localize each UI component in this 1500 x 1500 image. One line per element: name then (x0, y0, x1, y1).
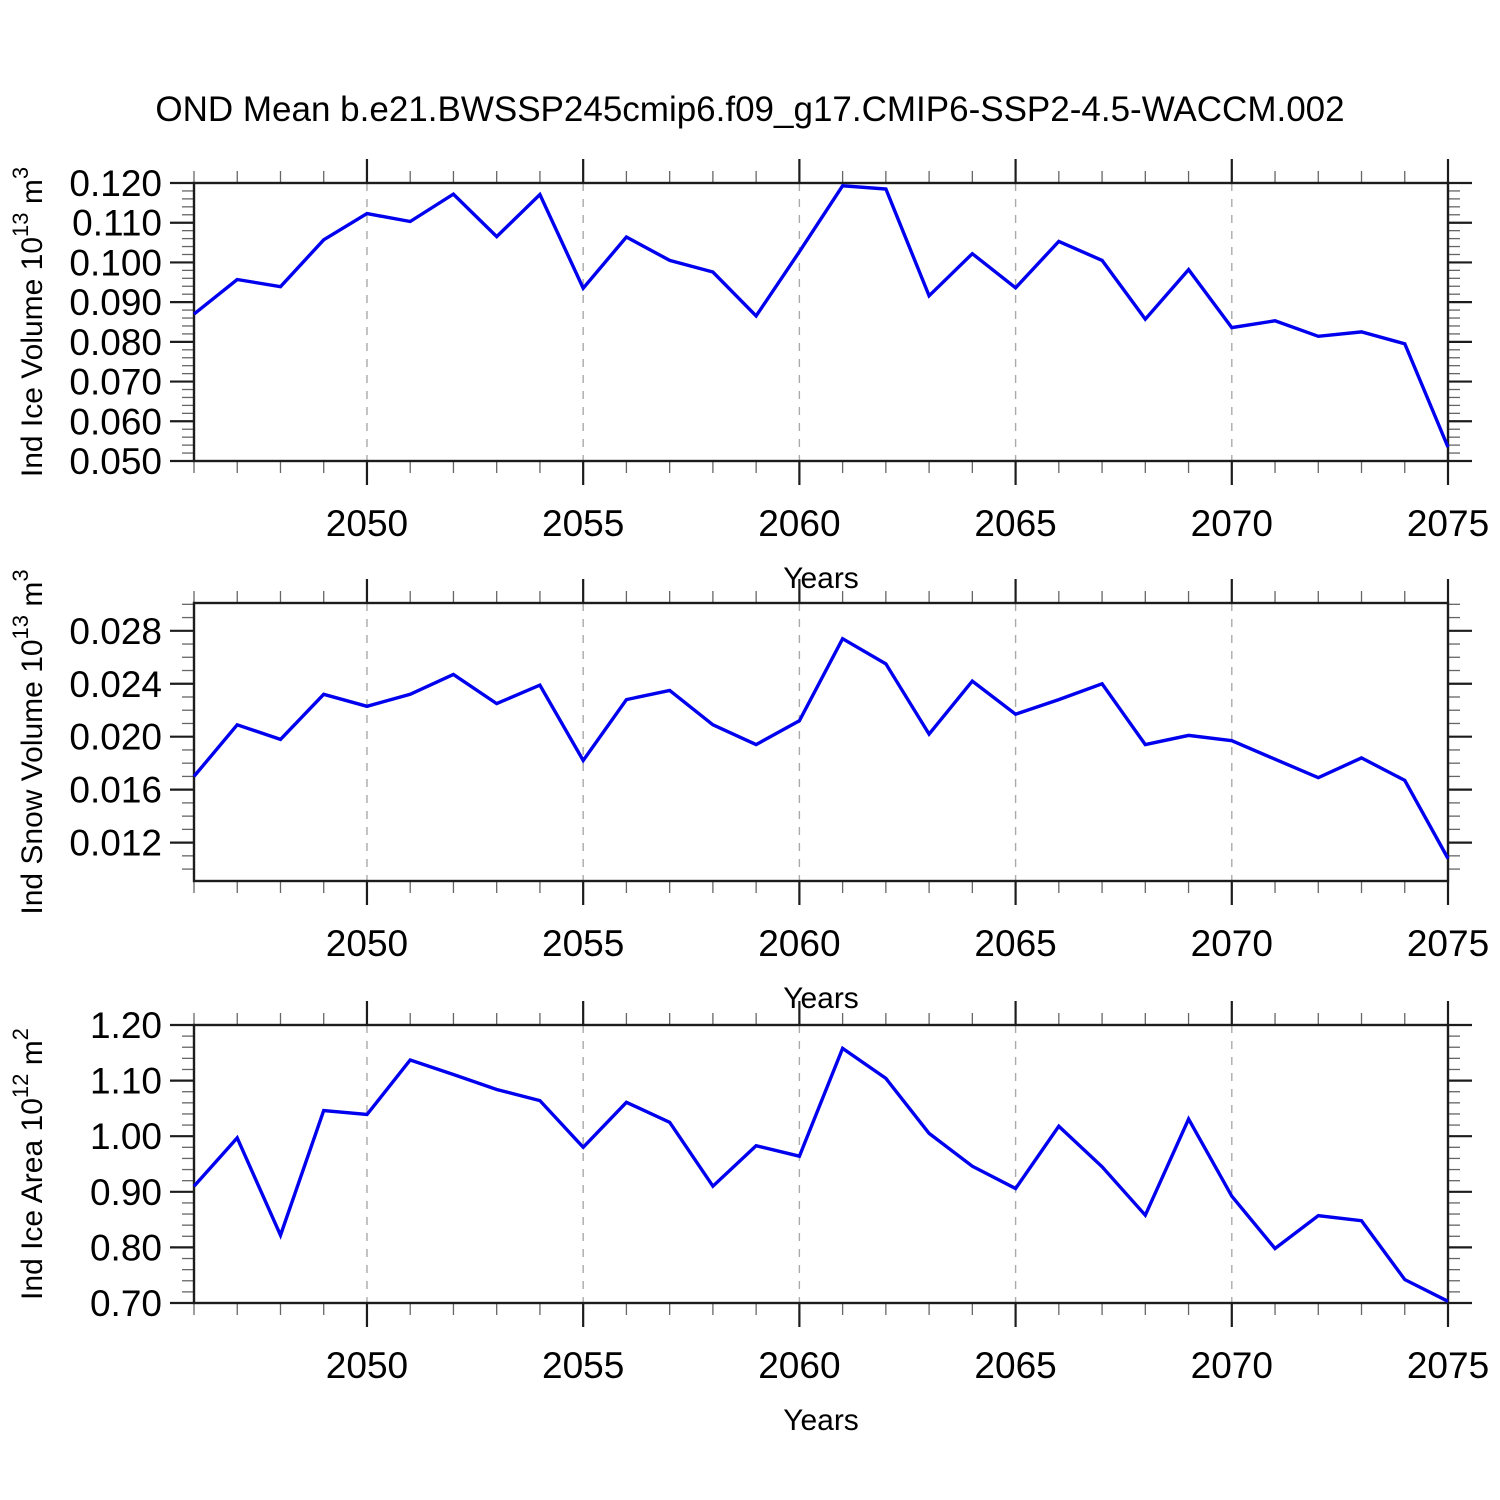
ice-volume-xtick-label: 2050 (326, 503, 408, 544)
ice-volume-ytick-label: 0.110 (72, 203, 162, 244)
snow-volume-plot-border (192, 601, 1450, 883)
ice-area-xtick-label: 2060 (758, 1345, 840, 1386)
snow-volume-ytick-label: 0.020 (69, 717, 162, 758)
snow-volume-ytick-label: 0.024 (69, 664, 162, 705)
ice-area-ytick-label: 1.00 (90, 1116, 162, 1157)
snow-volume-series-line (192, 636, 1450, 860)
snow-volume-major-ticks (170, 579, 1472, 905)
ice-area-plot-border (192, 1023, 1450, 1305)
ice-volume-ytick-label: 0.080 (69, 322, 162, 363)
ice-area-ytick-label: 1.20 (90, 1005, 162, 1046)
ice-volume-plot-border (192, 181, 1450, 463)
snow-volume-xtick-label: 2060 (758, 923, 840, 964)
panel-ice-volume: 0.0500.0600.0700.0800.0900.1000.1100.120… (8, 159, 1489, 595)
ice-volume-ytick-label: 0.060 (69, 401, 162, 442)
ice-volume-xtick-label: 2075 (1407, 503, 1489, 544)
snow-volume-xtick-labels: 2050 2055 2060 2065 2070 2075 (326, 923, 1489, 964)
ice-area-xaxis-title: Years (783, 1404, 859, 1437)
ice-area-major-ticks (170, 1001, 1472, 1327)
ice-area-minor-ticks (182, 1013, 1460, 1315)
ice-area-ytick-label: 0.90 (90, 1172, 162, 1213)
snow-volume-ytick-label: 0.028 (69, 611, 162, 652)
snow-volume-ytick-label: 0.016 (69, 770, 162, 811)
ice-volume-ytick-label: 0.050 (69, 441, 162, 482)
ice-volume-ytick-label: 0.090 (69, 282, 162, 323)
ice-area-ytick-label: 0.70 (90, 1283, 162, 1324)
ice-volume-xtick-label: 2060 (758, 503, 840, 544)
ice-area-xtick-label: 2055 (542, 1345, 624, 1386)
ice-volume-xtick-labels: 2050 2055 2060 2065 2070 2075 (326, 503, 1489, 544)
ice-area-ytick-label: 0.80 (90, 1227, 162, 1268)
ice-area-xtick-labels: 2050 2055 2060 2065 2070 2075 (326, 1345, 1489, 1386)
ice-volume-xtick-label: 2055 (542, 503, 624, 544)
ice-area-ytick-label: 1.10 (90, 1061, 162, 1102)
ice-area-series-line (192, 1045, 1449, 1303)
snow-volume-xaxis-title: Years (783, 982, 859, 1015)
snow-volume-minor-ticks (182, 591, 1460, 893)
ice-area-xtick-label: 2075 (1407, 1345, 1489, 1386)
ice-volume-xtick-label: 2065 (974, 503, 1056, 544)
ice-area-xtick-label: 2065 (974, 1345, 1056, 1386)
snow-volume-xtick-label: 2070 (1191, 923, 1273, 964)
snow-volume-xtick-label: 2055 (542, 923, 624, 964)
ice-area-gridlines (366, 1025, 1233, 1303)
ice-volume-ytick-label: 0.070 (69, 362, 162, 403)
ice-volume-series-line (192, 184, 1450, 448)
snow-volume-yaxis-title: Ind Snow Volume 1013 m3 (8, 569, 49, 914)
snow-volume-ytick-label: 0.012 (69, 823, 162, 864)
ice-volume-ytick-label: 0.120 (69, 163, 162, 204)
ice-area-ytick-labels: 0.70 0.80 0.90 1.00 1.10 1.20 (90, 1005, 162, 1324)
ice-volume-major-ticks (170, 159, 1472, 485)
figure-title: OND Mean b.e21.BWSSP245cmip6.f09_g17.CMI… (155, 90, 1345, 129)
snow-volume-xtick-label: 2075 (1407, 923, 1489, 964)
ice-area-xtick-label: 2070 (1191, 1345, 1273, 1386)
snow-volume-xtick-label: 2065 (974, 923, 1056, 964)
ice-volume-yaxis-title: Ind Ice Volume 1013 m3 (8, 167, 49, 477)
ice-volume-ytick-label: 0.100 (69, 242, 162, 283)
snow-volume-ytick-labels: 0.012 0.016 0.020 0.024 0.028 (69, 611, 162, 864)
ice-volume-gridlines (366, 183, 1233, 461)
snow-volume-xtick-label: 2050 (326, 923, 408, 964)
ice-area-yaxis-title: Ind Ice Area 1012 m2 (8, 1028, 49, 1300)
ice-volume-xaxis-title: Years (783, 562, 859, 595)
panel-ice-area: 0.70 0.80 0.90 1.00 1.10 1.20 2050 2055 2060 2065… (8, 1001, 1489, 1437)
ice-volume-xtick-label: 2070 (1191, 503, 1273, 544)
snow-volume-gridlines (366, 603, 1233, 881)
ice-area-xtick-label: 2050 (326, 1345, 408, 1386)
panel-snow-volume: 0.012 0.016 0.020 0.024 0.028 2050 2055 2060 206… (8, 569, 1489, 1015)
